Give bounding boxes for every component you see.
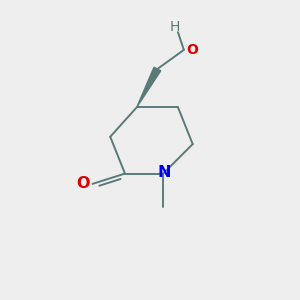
Text: H: H: [170, 20, 180, 34]
Text: N: N: [158, 166, 172, 181]
Polygon shape: [137, 67, 161, 107]
Text: O: O: [76, 176, 90, 191]
Text: O: O: [186, 43, 198, 57]
